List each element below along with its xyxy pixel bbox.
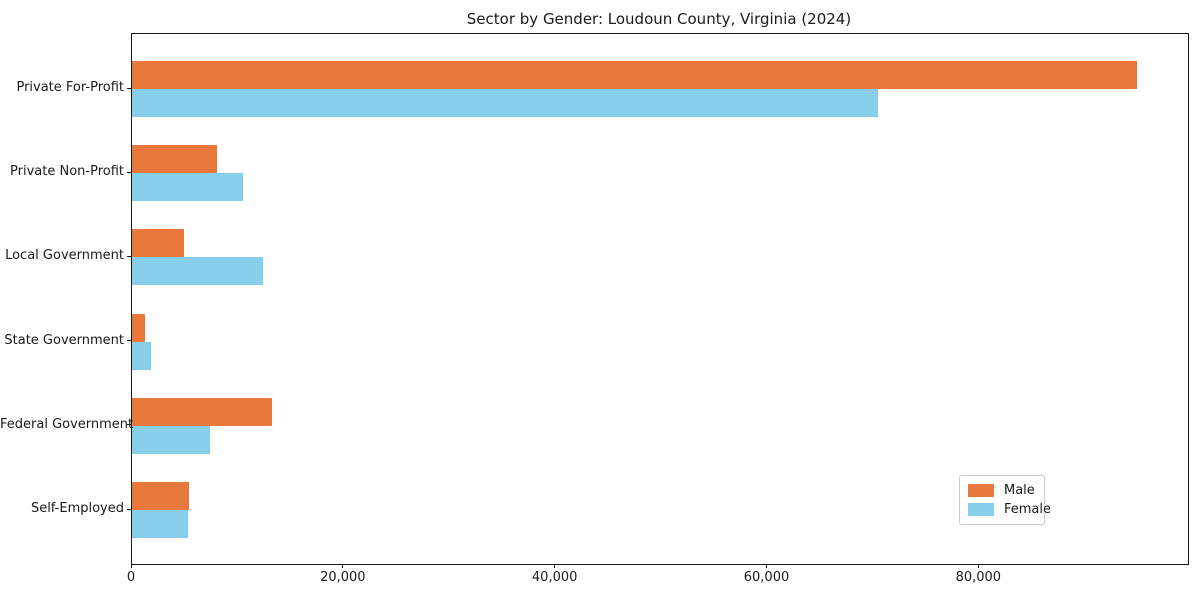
x-tick-mark-0 — [130, 564, 132, 568]
bar-male-local-government — [132, 229, 184, 258]
y-tick-mark-self-employed — [127, 508, 131, 510]
bar-female-state-government — [132, 341, 152, 370]
y-tick-mark-state-government — [127, 340, 131, 342]
bar-female-local-government — [132, 257, 264, 286]
y-tick-mark-private-non-profit — [127, 171, 131, 173]
legend-swatch-male — [968, 484, 994, 497]
bar-female-private-non-profit — [132, 173, 244, 202]
x-tick-mark-20-000 — [342, 564, 344, 568]
bar-male-state-government — [132, 313, 145, 342]
bar-female-self-employed — [132, 510, 189, 538]
bar-male-private-non-profit — [132, 145, 217, 174]
bar-male-private-for-profit — [132, 61, 1138, 89]
plot-area — [131, 33, 1189, 565]
y-tick-label-local-government: Local Government — [5, 248, 124, 264]
y-tick-label-self-employed: Self-Employed — [30, 501, 124, 516]
x-tick-label-40-000: 40,000 — [531, 570, 578, 585]
legend-swatch-female — [968, 503, 994, 516]
legend-entry-male: Male — [960, 481, 1044, 500]
x-tick-label-20-000: 20,000 — [320, 570, 366, 585]
bar-female-federal-government — [132, 425, 211, 454]
y-tick-mark-local-government — [127, 255, 131, 257]
legend-entry-female: Female — [960, 500, 1051, 519]
x-tick-mark-60-000 — [766, 564, 767, 568]
chart-title: Sector by Gender: Loudoun County, Virgin… — [466, 10, 852, 28]
y-tick-label-federal-government: Federal Government — [0, 416, 134, 432]
x-tick-label-60-000: 60,000 — [743, 570, 790, 585]
bar-male-federal-government — [132, 397, 272, 426]
legend-label-female: Female — [1004, 502, 1052, 517]
x-tick-mark-40-000 — [554, 564, 556, 568]
x-tick-mark-80-000 — [977, 564, 979, 568]
legend: Male Female — [959, 475, 1051, 525]
y-tick-label-state-government: State Government — [4, 332, 124, 348]
y-tick-label-private-non-profit: Private Non-Profit — [10, 164, 124, 180]
y-tick-mark-federal-government — [127, 424, 131, 426]
bar-male-self-employed — [132, 482, 190, 510]
y-tick-mark-private-for-profit — [127, 87, 131, 89]
legend-label-male: Male — [1004, 483, 1035, 498]
x-tick-label-0: 0 — [126, 570, 136, 585]
x-tick-label-80-000: 80,000 — [955, 570, 1002, 585]
y-tick-label-private-for-profit: Private For-Profit — [16, 80, 124, 95]
bar-female-private-for-profit — [132, 89, 878, 117]
